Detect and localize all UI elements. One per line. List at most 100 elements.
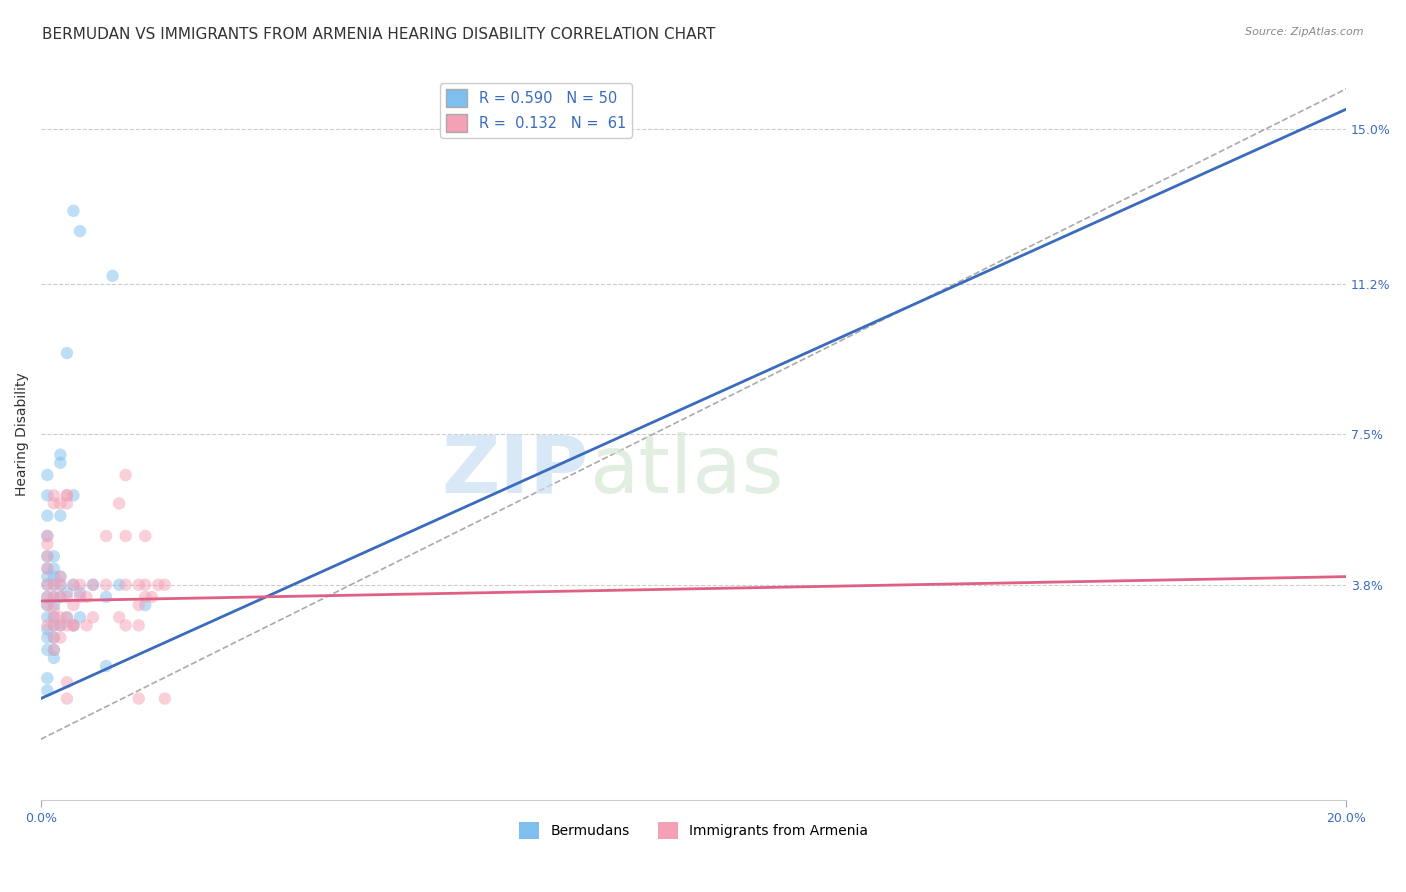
Point xyxy=(114,529,136,543)
Point xyxy=(37,590,59,604)
Point xyxy=(62,578,84,592)
Point xyxy=(69,578,91,592)
Point xyxy=(37,529,59,543)
Point xyxy=(42,618,65,632)
Point xyxy=(49,631,72,645)
Point xyxy=(37,598,59,612)
Point xyxy=(56,618,79,632)
Point xyxy=(56,675,79,690)
Point xyxy=(42,578,65,592)
Point xyxy=(114,578,136,592)
Point xyxy=(42,631,65,645)
Point xyxy=(114,618,136,632)
Point xyxy=(94,659,117,673)
Point xyxy=(49,618,72,632)
Point xyxy=(153,691,176,706)
Point xyxy=(148,578,170,592)
Point xyxy=(69,590,91,604)
Point xyxy=(134,590,156,604)
Point xyxy=(37,578,59,592)
Point xyxy=(69,610,91,624)
Point xyxy=(37,508,59,523)
Point xyxy=(42,610,65,624)
Point xyxy=(134,598,156,612)
Point xyxy=(42,642,65,657)
Point xyxy=(108,610,131,624)
Point xyxy=(37,671,59,685)
Point xyxy=(56,488,79,502)
Point xyxy=(42,590,65,604)
Point xyxy=(94,590,117,604)
Point xyxy=(134,529,156,543)
Point xyxy=(128,578,150,592)
Point xyxy=(37,610,59,624)
Point xyxy=(56,691,79,706)
Point xyxy=(76,590,98,604)
Point xyxy=(94,578,117,592)
Point xyxy=(42,598,65,612)
Point xyxy=(56,610,79,624)
Legend: Bermudans, Immigrants from Armenia: Bermudans, Immigrants from Armenia xyxy=(513,816,875,845)
Point xyxy=(62,488,84,502)
Point xyxy=(37,549,59,564)
Point xyxy=(42,618,65,632)
Point xyxy=(42,651,65,665)
Text: BERMUDAN VS IMMIGRANTS FROM ARMENIA HEARING DISABILITY CORRELATION CHART: BERMUDAN VS IMMIGRANTS FROM ARMENIA HEAR… xyxy=(42,27,716,42)
Point xyxy=(101,268,124,283)
Text: Source: ZipAtlas.com: Source: ZipAtlas.com xyxy=(1246,27,1364,37)
Point xyxy=(42,496,65,510)
Point xyxy=(37,549,59,564)
Point xyxy=(49,578,72,592)
Point xyxy=(49,496,72,510)
Point xyxy=(37,537,59,551)
Point xyxy=(49,610,72,624)
Point xyxy=(62,578,84,592)
Point xyxy=(69,586,91,600)
Point xyxy=(42,602,65,616)
Point xyxy=(42,578,65,592)
Point xyxy=(49,456,72,470)
Point xyxy=(128,691,150,706)
Point xyxy=(56,346,79,360)
Point xyxy=(62,618,84,632)
Point xyxy=(37,468,59,483)
Point xyxy=(56,488,79,502)
Text: atlas: atlas xyxy=(589,432,783,510)
Point xyxy=(37,631,59,645)
Point xyxy=(42,610,65,624)
Point xyxy=(153,578,176,592)
Point xyxy=(49,590,72,604)
Point xyxy=(82,610,104,624)
Point xyxy=(42,561,65,575)
Point xyxy=(42,590,65,604)
Point xyxy=(128,598,150,612)
Point xyxy=(56,586,79,600)
Point xyxy=(69,224,91,238)
Point xyxy=(108,496,131,510)
Point xyxy=(49,448,72,462)
Point xyxy=(49,590,72,604)
Point xyxy=(49,578,72,592)
Point xyxy=(62,618,84,632)
Point xyxy=(37,578,59,592)
Point xyxy=(42,549,65,564)
Point xyxy=(37,642,59,657)
Point xyxy=(62,618,84,632)
Point xyxy=(42,488,65,502)
Point xyxy=(141,590,163,604)
Point xyxy=(62,598,84,612)
Point xyxy=(37,529,59,543)
Point xyxy=(134,578,156,592)
Point xyxy=(37,488,59,502)
Point xyxy=(49,508,72,523)
Point xyxy=(108,578,131,592)
Point xyxy=(37,618,59,632)
Point xyxy=(37,561,59,575)
Point xyxy=(37,561,59,575)
Text: ZIP: ZIP xyxy=(441,432,589,510)
Point xyxy=(42,642,65,657)
Point xyxy=(42,631,65,645)
Point xyxy=(94,529,117,543)
Point xyxy=(76,618,98,632)
Point xyxy=(49,569,72,583)
